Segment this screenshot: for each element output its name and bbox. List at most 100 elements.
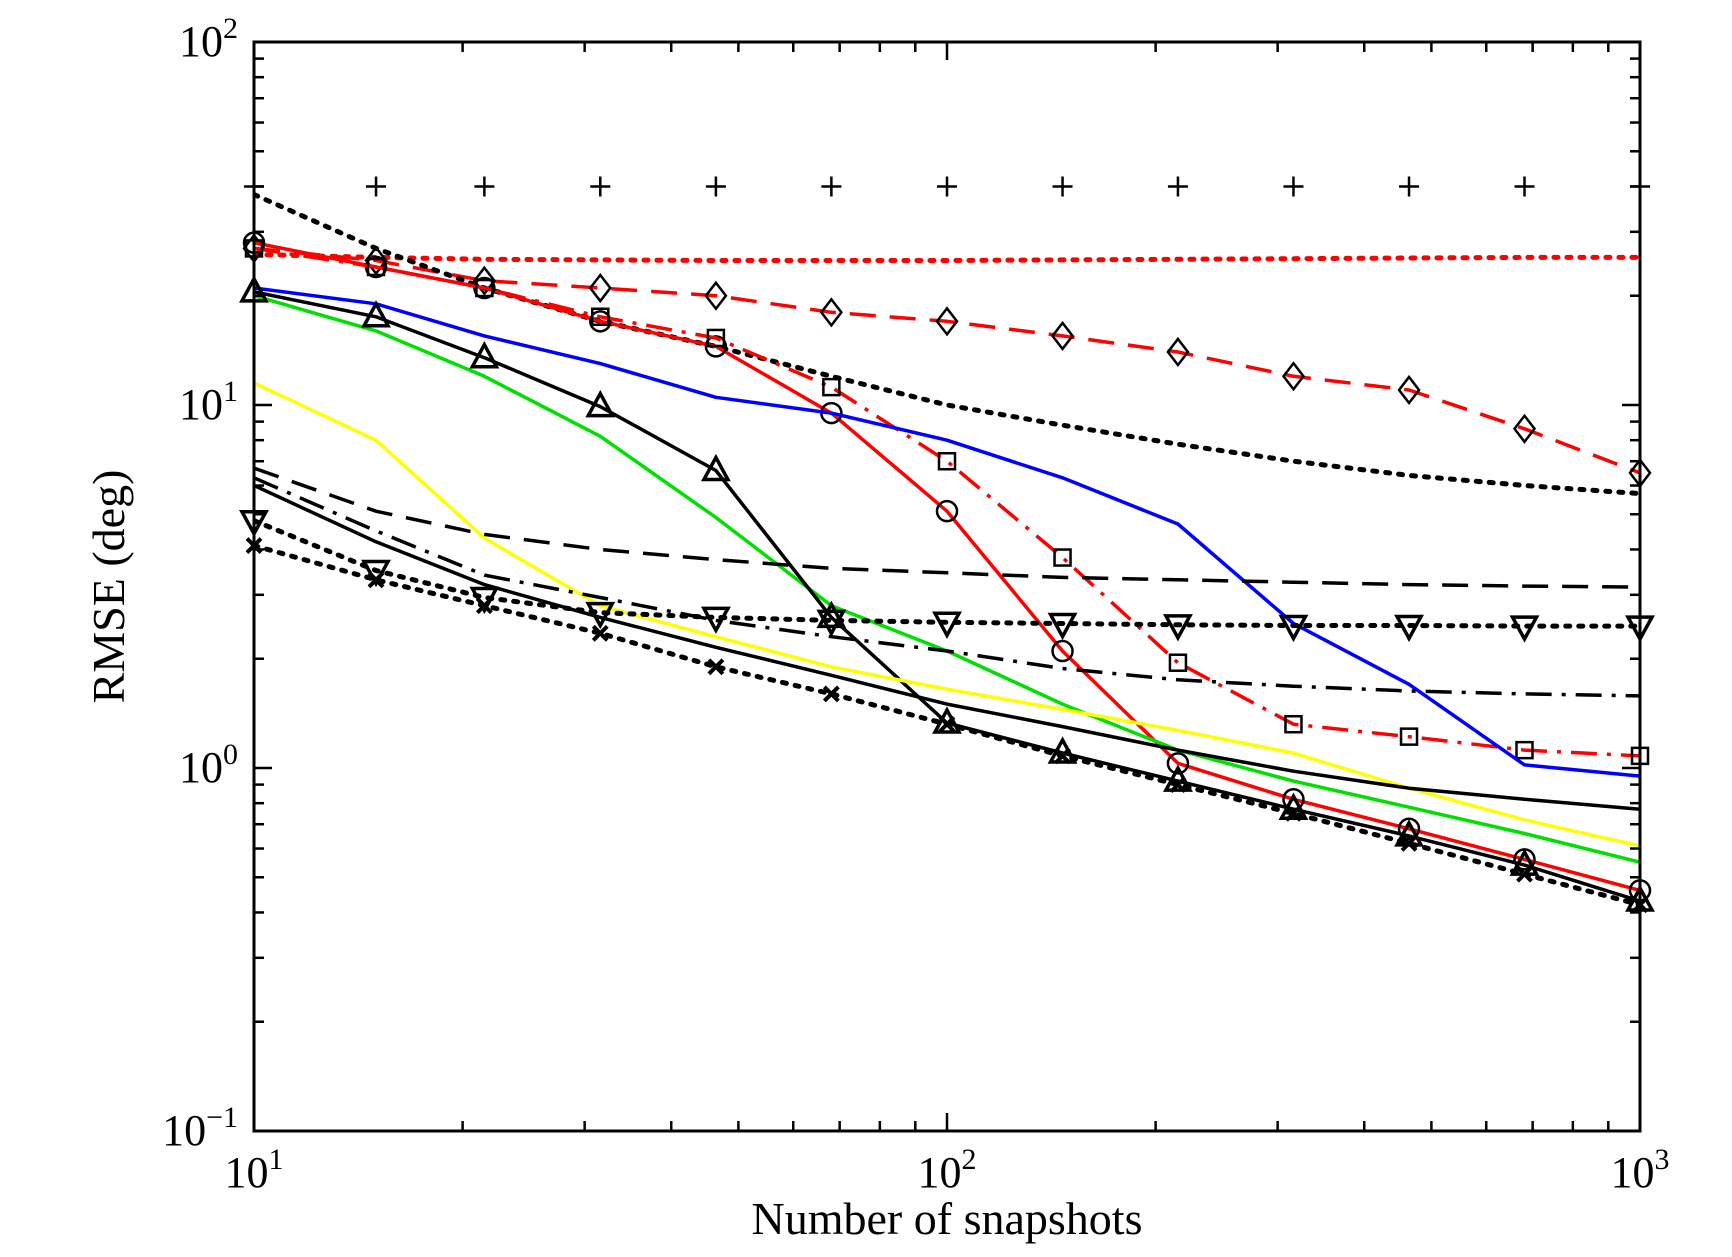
y-tick-label: 10−1: [162, 1101, 238, 1155]
series-3-marker-10: [1281, 361, 1306, 392]
series-14-marker-8: [1047, 612, 1078, 641]
series-3-line: [254, 246, 1640, 475]
series-1-marker-12: [1514, 176, 1535, 197]
series-6-marker-3: [475, 278, 494, 298]
y-tick-label: 100: [179, 738, 238, 792]
series-15-marker-4: [591, 624, 609, 642]
series-5-marker-11: [1397, 817, 1421, 841]
series-4: [254, 192, 1640, 497]
series-12-line: [254, 476, 1640, 698]
series-1-marker-8: [1052, 176, 1073, 197]
y-tick-label: 102: [179, 12, 238, 66]
series-3-marker-11: [1397, 374, 1421, 406]
series-1-marker-7: [937, 176, 957, 197]
series-3: [242, 233, 1652, 488]
series-1: [244, 176, 1650, 197]
series-5-marker-7: [935, 499, 959, 523]
x-tick-label: 102: [918, 1143, 977, 1197]
series-9-marker-3: [469, 341, 500, 369]
series-12: [254, 476, 1640, 698]
series-5-marker-3: [473, 276, 496, 300]
axes-layer: 101 102 103 10−1 100 101 102: [162, 12, 1669, 1197]
series-6-marker-9: [1168, 653, 1188, 672]
series-layer: [239, 176, 1655, 914]
series-15-marker-7: [938, 715, 956, 733]
y-axis-label: RMSE (deg): [83, 470, 134, 704]
series-15: [245, 537, 1649, 914]
series-14-marker-11: [1394, 614, 1424, 643]
series-6-marker-11: [1399, 727, 1419, 746]
series-15-marker-9: [1169, 776, 1187, 794]
y-tick-label: 101: [179, 375, 238, 429]
series-2: [254, 251, 1640, 263]
series-3-marker-3: [472, 265, 496, 296]
series-5: [242, 231, 1652, 902]
series-8: [254, 294, 1640, 864]
series-3-marker-2: [364, 245, 388, 276]
series-1-marker-6: [821, 176, 842, 197]
series-3-marker-12: [1512, 413, 1537, 444]
series-9-marker-6: [816, 600, 847, 629]
series-14-marker-4: [585, 601, 616, 630]
series-9-marker-2: [361, 300, 391, 328]
series-8-line: [254, 294, 1640, 864]
series-15-marker-3: [475, 597, 493, 615]
series-3-marker-8: [1050, 320, 1075, 351]
series-3-marker-6: [819, 297, 843, 328]
series-11: [254, 466, 1640, 589]
series-15-marker-6: [822, 685, 840, 703]
series-6-marker-5: [706, 328, 726, 348]
series-1-marker-3: [474, 176, 495, 197]
series-1-marker-2: [366, 176, 387, 197]
series-6-marker-6: [822, 377, 841, 397]
series-13-line: [254, 483, 1640, 811]
series-6-marker-4: [591, 307, 610, 327]
series-14-marker-7: [932, 611, 962, 639]
plot-frame: [252, 40, 1642, 1133]
series-9-marker-5: [700, 453, 731, 482]
series-14-marker-12: [1509, 615, 1540, 643]
series-5-marker-8: [1051, 639, 1074, 663]
series-6-line: [254, 246, 1640, 758]
series-1-marker-10: [1283, 176, 1304, 197]
series-1-marker-4: [590, 176, 611, 197]
series-14-marker-6: [816, 609, 847, 638]
series-5-marker-9: [1166, 752, 1190, 775]
series-14-line: [254, 518, 1640, 629]
series-4-line: [254, 192, 1640, 497]
series-11-line: [254, 466, 1640, 589]
series-3-marker-4: [588, 272, 612, 304]
x-axis-label: Number of snapshots: [752, 1193, 1143, 1244]
series-1-marker-11: [1399, 176, 1420, 197]
series-15-marker-12: [1516, 865, 1533, 883]
series-1-marker-5: [705, 176, 726, 197]
series-7: [254, 286, 1640, 778]
series-5-line: [254, 240, 1640, 893]
series-13: [254, 483, 1640, 811]
series-3-marker-5: [704, 280, 728, 311]
series-3-marker-9: [1166, 336, 1190, 368]
series-7-line: [254, 286, 1640, 778]
series-1-marker-9: [1167, 176, 1188, 197]
series-15-marker-8: [1054, 747, 1071, 765]
series-14-marker-9: [1162, 614, 1193, 642]
series-9-marker-4: [585, 389, 616, 418]
series-2-line: [254, 251, 1640, 263]
series-3-marker-7: [935, 306, 959, 337]
series-14-marker-10: [1278, 614, 1309, 643]
series-15-marker-2: [367, 571, 385, 589]
series-9-line: [254, 290, 1640, 903]
series-14-marker-5: [700, 606, 731, 635]
series-6-marker-8: [1053, 548, 1072, 567]
series-5-marker-4: [589, 310, 612, 333]
series-6-marker-7: [937, 451, 957, 471]
series-6-marker-2: [366, 257, 386, 277]
series-15-marker-10: [1285, 804, 1302, 822]
x-tick-label: 103: [1611, 1143, 1670, 1197]
series-6: [244, 239, 1650, 766]
series-15-marker-11: [1400, 834, 1418, 852]
series-15-marker-5: [707, 658, 725, 676]
x-tick-label: 101: [225, 1143, 284, 1197]
